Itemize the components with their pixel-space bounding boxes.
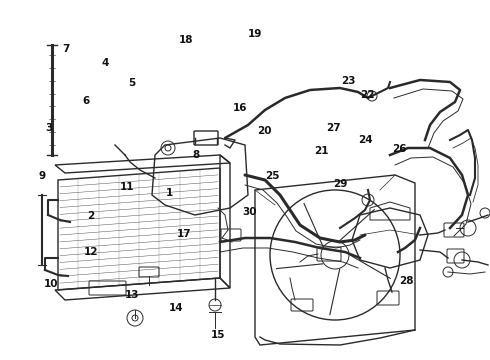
Text: 7: 7 <box>62 44 70 54</box>
Text: 9: 9 <box>38 171 45 181</box>
Text: 29: 29 <box>333 179 348 189</box>
Text: 13: 13 <box>125 290 140 300</box>
Text: 6: 6 <box>82 96 89 106</box>
Text: 26: 26 <box>392 144 407 154</box>
Text: 18: 18 <box>179 35 194 45</box>
Text: 5: 5 <box>129 78 136 88</box>
Text: 25: 25 <box>265 171 279 181</box>
Text: 27: 27 <box>326 123 341 133</box>
Text: 11: 11 <box>120 182 135 192</box>
Text: 24: 24 <box>358 135 372 145</box>
Text: 12: 12 <box>83 247 98 257</box>
Text: 17: 17 <box>176 229 191 239</box>
Text: 16: 16 <box>233 103 247 113</box>
Text: 4: 4 <box>101 58 109 68</box>
Text: 10: 10 <box>44 279 59 289</box>
Text: 28: 28 <box>399 276 414 286</box>
Text: 1: 1 <box>166 188 172 198</box>
Text: 14: 14 <box>169 303 184 313</box>
Text: 22: 22 <box>360 90 375 100</box>
Text: 19: 19 <box>247 29 262 39</box>
Text: 20: 20 <box>257 126 272 136</box>
Text: 3: 3 <box>46 123 52 133</box>
Text: 21: 21 <box>314 146 328 156</box>
Text: 30: 30 <box>243 207 257 217</box>
Text: 23: 23 <box>341 76 355 86</box>
Text: 8: 8 <box>193 150 199 160</box>
Text: 15: 15 <box>211 330 225 340</box>
Text: 2: 2 <box>87 211 94 221</box>
